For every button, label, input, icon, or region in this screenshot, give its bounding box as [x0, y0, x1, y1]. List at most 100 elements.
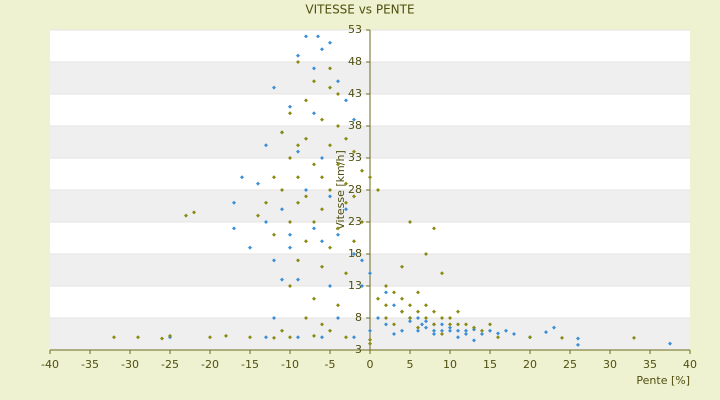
data-point — [560, 335, 564, 340]
data-point — [344, 200, 348, 205]
data-point — [352, 335, 356, 340]
data-point — [352, 252, 356, 256]
data-point — [328, 245, 332, 250]
data-point — [272, 335, 276, 340]
data-point — [304, 188, 308, 192]
data-point — [280, 328, 284, 333]
chart-title: VITESSE vs PENTE — [305, 3, 414, 17]
data-point — [328, 66, 332, 71]
data-point — [440, 328, 444, 333]
data-point — [432, 328, 436, 333]
data-point — [328, 284, 332, 288]
data-point — [448, 316, 452, 320]
data-point — [376, 188, 380, 192]
data-point — [336, 232, 340, 237]
data-point — [408, 319, 412, 324]
x-axis-label: Pente [%] — [636, 374, 690, 387]
data-point — [280, 130, 284, 135]
data-point — [368, 337, 372, 342]
data-point — [312, 226, 316, 231]
x-tick-label: 30 — [603, 358, 617, 371]
data-point — [416, 328, 420, 333]
data-point — [296, 200, 300, 205]
data-point — [272, 175, 276, 180]
data-point — [344, 207, 348, 212]
data-point — [280, 188, 284, 192]
data-point — [384, 322, 388, 327]
data-point — [224, 333, 228, 338]
data-point — [416, 290, 420, 295]
y-tick-label: 13 — [348, 279, 362, 292]
data-point — [248, 245, 252, 250]
data-point — [352, 194, 356, 199]
data-point — [408, 316, 412, 320]
data-point — [448, 322, 452, 327]
y-axis-label: Vitesse [km/h] — [334, 150, 347, 230]
data-point — [296, 258, 300, 263]
data-point — [352, 117, 356, 122]
data-point — [336, 79, 340, 84]
data-point — [344, 98, 348, 103]
data-point — [264, 335, 268, 340]
data-point — [392, 332, 396, 336]
y-tick-label: 43 — [348, 87, 362, 100]
data-point — [272, 258, 276, 263]
data-point — [384, 290, 388, 295]
data-point — [296, 60, 300, 64]
data-point — [280, 207, 284, 212]
y-tick-label: 38 — [348, 119, 362, 132]
y-tick-label: 48 — [348, 55, 362, 68]
x-tick-label: 0 — [367, 358, 374, 371]
data-point — [440, 322, 444, 327]
data-point — [336, 303, 340, 308]
data-point — [544, 330, 548, 335]
data-point — [472, 338, 476, 343]
x-tick-label: -25 — [161, 358, 179, 371]
data-point — [328, 85, 332, 90]
data-point — [312, 66, 316, 71]
data-point — [336, 226, 340, 231]
data-point — [552, 325, 556, 330]
data-point — [416, 309, 420, 314]
data-point — [456, 309, 460, 314]
data-point — [304, 239, 308, 244]
data-point — [576, 336, 580, 341]
data-point — [304, 316, 308, 320]
data-point — [336, 124, 340, 128]
data-point — [320, 239, 324, 244]
data-point — [392, 290, 396, 295]
data-point — [272, 316, 276, 320]
data-point — [160, 336, 164, 341]
data-point — [432, 309, 436, 314]
data-point — [432, 226, 436, 231]
data-point — [424, 319, 428, 324]
data-point — [408, 220, 412, 224]
data-point — [328, 143, 332, 148]
data-point — [368, 328, 372, 333]
data-point — [296, 149, 300, 154]
data-point — [328, 194, 332, 199]
data-point — [440, 332, 444, 336]
data-point — [336, 162, 340, 167]
data-point — [424, 325, 428, 330]
data-point — [184, 213, 188, 218]
x-tick-label: 10 — [443, 358, 457, 371]
data-point — [504, 328, 508, 333]
data-point — [288, 220, 292, 224]
data-point — [360, 168, 364, 173]
data-point — [344, 335, 348, 340]
x-tick-label: 40 — [683, 358, 697, 371]
data-point — [112, 335, 116, 340]
data-point — [312, 162, 316, 167]
data-point — [256, 213, 260, 218]
data-point — [352, 149, 356, 154]
data-point — [320, 156, 324, 160]
data-point — [208, 335, 212, 340]
data-point — [456, 322, 460, 327]
data-point — [312, 111, 316, 116]
data-point — [272, 85, 276, 90]
data-point — [296, 143, 300, 148]
data-point — [376, 316, 380, 320]
x-tick-label: 15 — [483, 358, 497, 371]
data-point — [368, 271, 372, 276]
